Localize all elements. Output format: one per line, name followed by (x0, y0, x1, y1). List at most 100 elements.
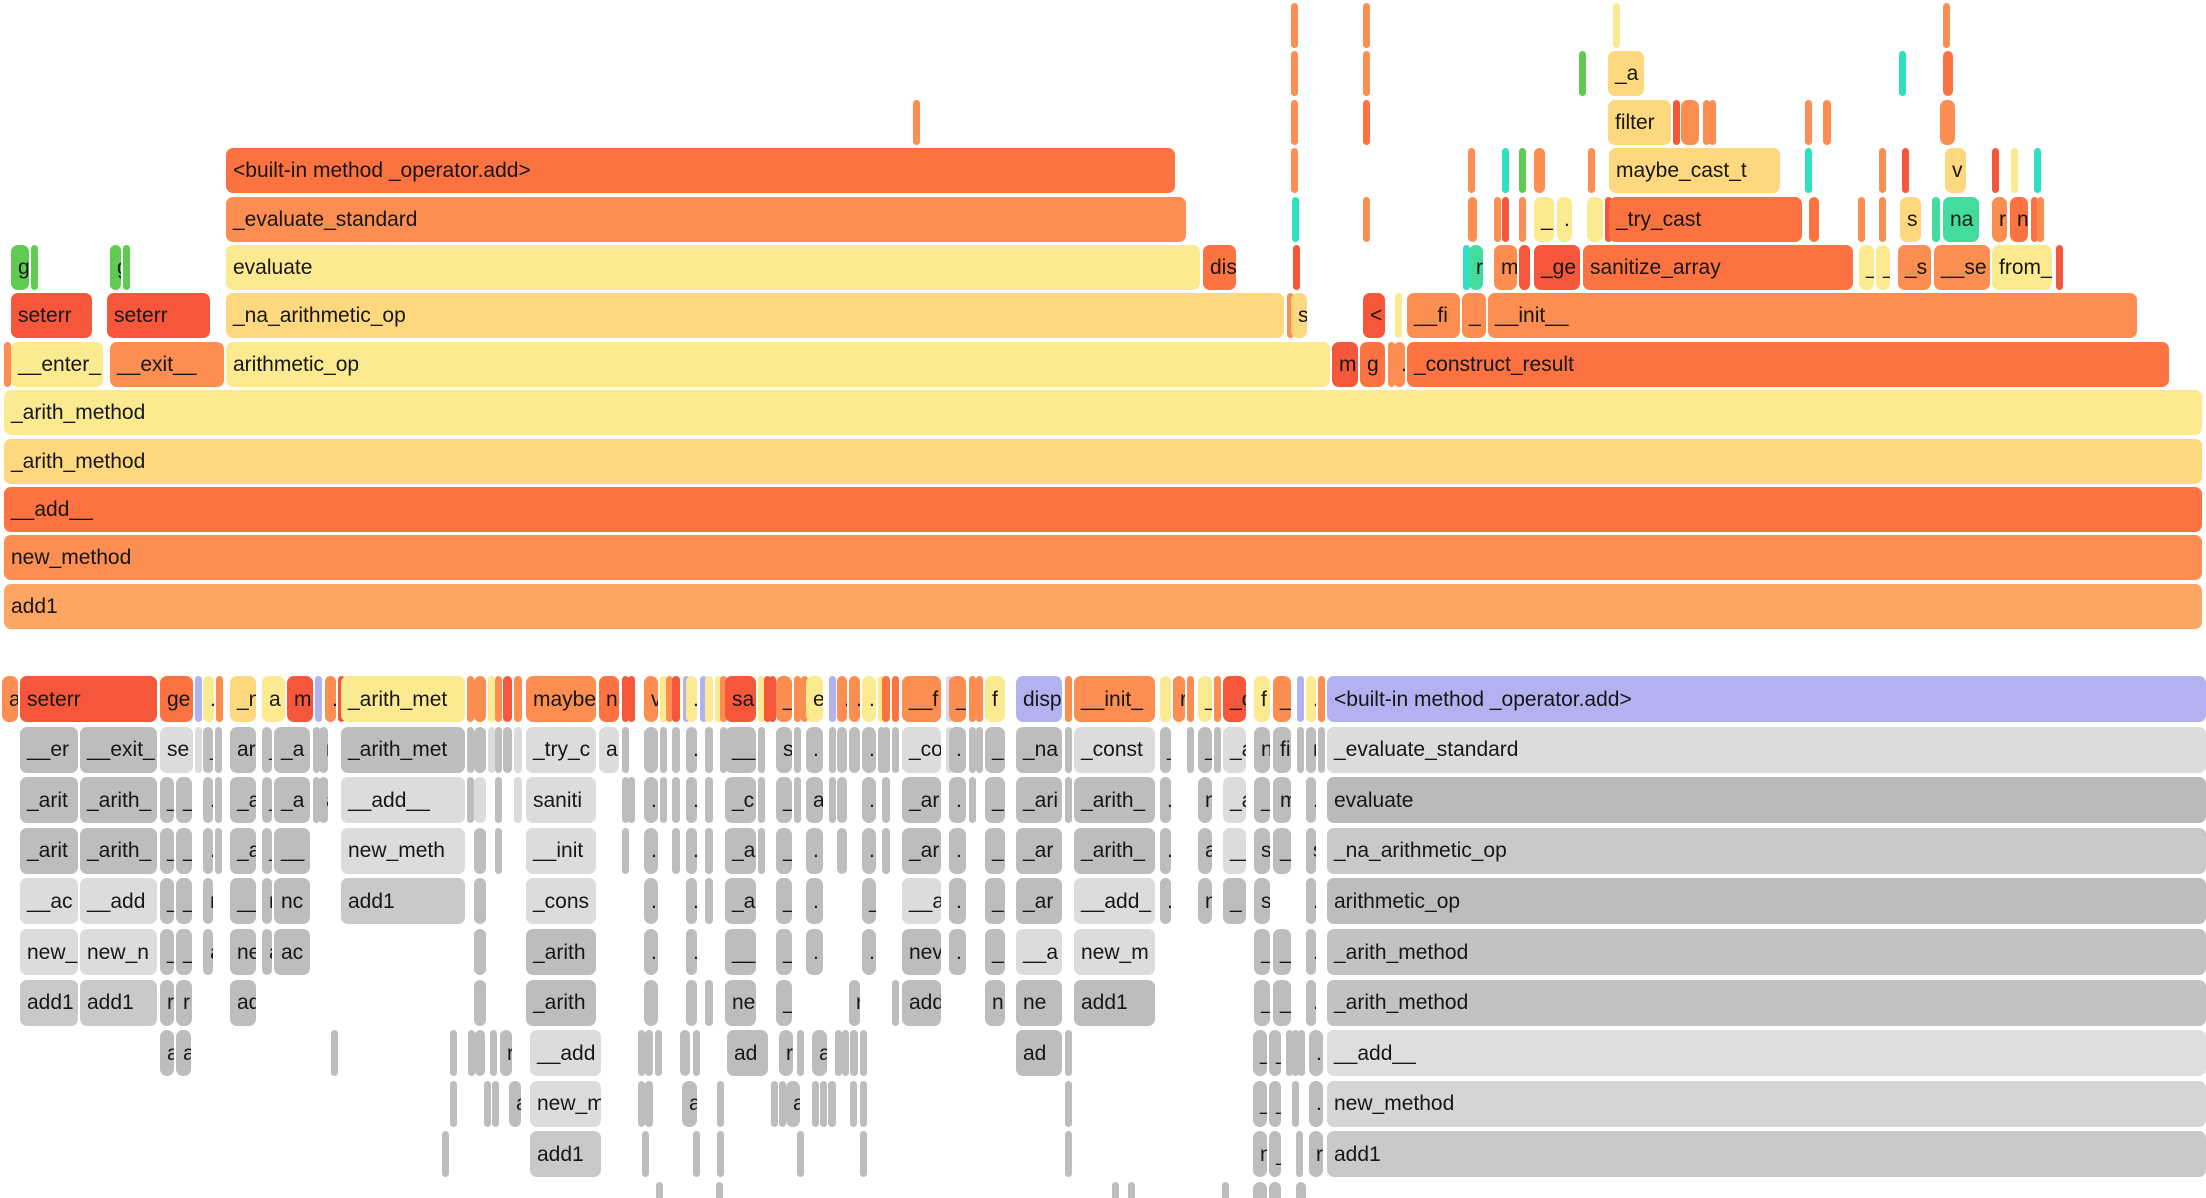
frame-bar[interactable]: a (262, 929, 272, 975)
frame-bar[interactable]: . (1160, 777, 1171, 824)
frame-bar[interactable] (1128, 1182, 1135, 1198)
frame-bar[interactable] (771, 1080, 778, 1127)
frame-bar[interactable]: _const (1074, 726, 1155, 773)
frame-bar[interactable] (31, 245, 38, 290)
frame-bar[interactable] (495, 676, 502, 722)
frame-bar[interactable]: nev (902, 929, 941, 975)
frame-bar[interactable]: . (806, 827, 823, 874)
frame-bar[interactable]: _ (1273, 827, 1291, 874)
frame-bar[interactable] (882, 676, 890, 722)
frame-bar[interactable]: r (849, 979, 860, 1026)
frame-bar[interactable] (503, 676, 512, 722)
frame-bar[interactable] (1187, 726, 1194, 773)
frame-bar[interactable]: __ac (20, 878, 78, 925)
frame-bar[interactable]: add1 (1327, 1131, 2206, 1178)
frame-bar[interactable]: . (203, 777, 213, 824)
frame-bar[interactable]: r (1306, 726, 1316, 773)
frame-bar[interactable]: m (287, 676, 313, 722)
frame-bar[interactable] (1363, 51, 1370, 97)
frame-bar[interactable]: . (949, 878, 966, 925)
frame-bar[interactable] (2056, 245, 2063, 290)
frame-bar[interactable] (837, 777, 847, 824)
frame-bar[interactable]: new_method (4, 535, 2202, 581)
frame-bar[interactable]: disp (1016, 676, 1062, 722)
frame-bar[interactable]: . (215, 726, 222, 773)
frame-bar[interactable]: . (806, 929, 823, 975)
frame-bar[interactable]: r (176, 979, 192, 1026)
frame-bar[interactable]: _ (203, 726, 213, 773)
frame-bar[interactable]: ad (1016, 1030, 1062, 1077)
frame-bar[interactable]: a (682, 1080, 697, 1127)
frame-bar[interactable] (1805, 99, 1812, 145)
frame-bar[interactable]: ge (160, 676, 193, 722)
frame-bar[interactable] (1673, 99, 1680, 145)
frame-bar[interactable] (1587, 196, 1603, 242)
frame-bar[interactable]: nc (274, 878, 310, 925)
frame-bar[interactable] (849, 726, 860, 773)
frame-bar[interactable] (1160, 676, 1171, 722)
frame-bar[interactable] (1932, 196, 1940, 242)
frame-bar[interactable] (123, 245, 130, 290)
frame-bar[interactable]: . (1306, 929, 1316, 975)
frame-bar[interactable]: . (806, 878, 823, 925)
frame-bar[interactable]: _arith_method (4, 438, 2202, 484)
frame-bar[interactable]: a (786, 1080, 800, 1127)
frame-bar[interactable]: _ (1269, 1080, 1281, 1127)
frame-bar[interactable] (842, 1030, 849, 1077)
frame-bar[interactable] (1291, 3, 1298, 48)
frame-bar[interactable] (645, 1030, 653, 1077)
frame-bar[interactable]: _ (1273, 676, 1291, 722)
frame-bar[interactable]: . (686, 878, 697, 925)
frame-bar[interactable] (655, 1030, 662, 1077)
frame-bar[interactable]: a (262, 676, 285, 722)
frame-bar[interactable]: . (949, 726, 966, 773)
frame-bar[interactable] (892, 676, 899, 722)
frame-bar[interactable]: new_n (80, 929, 157, 975)
frame-bar[interactable] (705, 726, 713, 773)
frame-bar[interactable]: __exit_ (80, 726, 157, 773)
frame-bar[interactable]: n (262, 878, 272, 925)
frame-bar[interactable]: new_ (20, 929, 78, 975)
frame-bar[interactable] (666, 676, 673, 722)
frame-bar[interactable]: _ (160, 878, 174, 925)
frame-bar[interactable]: new_meth (341, 827, 465, 874)
frame-bar[interactable]: ne (1016, 979, 1062, 1026)
frame-bar[interactable]: _a (274, 726, 310, 773)
frame-bar[interactable] (1902, 148, 1909, 194)
frame-bar[interactable] (1291, 51, 1298, 97)
frame-bar[interactable]: add1 (20, 979, 78, 1026)
frame-bar[interactable] (892, 726, 899, 773)
frame-bar[interactable] (794, 777, 801, 824)
frame-bar[interactable]: _co (902, 726, 941, 773)
frame-bar[interactable]: _ (776, 777, 792, 824)
frame-bar[interactable] (1613, 3, 1620, 48)
frame-bar[interactable] (1363, 99, 1370, 145)
frame-bar[interactable]: __ (230, 878, 256, 925)
frame-bar[interactable] (672, 777, 680, 824)
frame-bar[interactable] (686, 979, 697, 1026)
frame-bar[interactable]: _arith_method (1327, 929, 2206, 975)
frame-bar[interactable] (769, 676, 776, 722)
frame-bar[interactable]: _ (985, 878, 1005, 925)
frame-bar[interactable] (716, 1182, 723, 1198)
frame-bar[interactable]: _ (985, 929, 1005, 975)
frame-bar[interactable] (1494, 196, 1501, 242)
frame-bar[interactable] (622, 777, 629, 824)
frame-bar[interactable] (758, 676, 765, 722)
frame-bar[interactable]: __add__ (4, 487, 2202, 532)
frame-bar[interactable] (1943, 3, 1950, 48)
frame-bar[interactable] (644, 979, 658, 1026)
frame-bar[interactable] (1992, 148, 1999, 194)
frame-bar[interactable] (475, 1030, 485, 1077)
frame-bar[interactable]: se (160, 726, 193, 773)
frame-bar[interactable]: . (203, 827, 213, 874)
frame-bar[interactable] (2037, 196, 2044, 242)
frame-bar[interactable] (882, 827, 890, 874)
frame-bar[interactable]: __add_ (1074, 878, 1155, 925)
frame-bar[interactable]: <built-in method _operator.add> (1327, 676, 2206, 722)
frame-bar[interactable]: . (1160, 878, 1171, 925)
frame-bar[interactable] (474, 676, 486, 722)
frame-bar[interactable] (1065, 777, 1072, 824)
frame-bar[interactable] (672, 827, 680, 874)
frame-bar[interactable]: evaluate (1327, 777, 2206, 824)
